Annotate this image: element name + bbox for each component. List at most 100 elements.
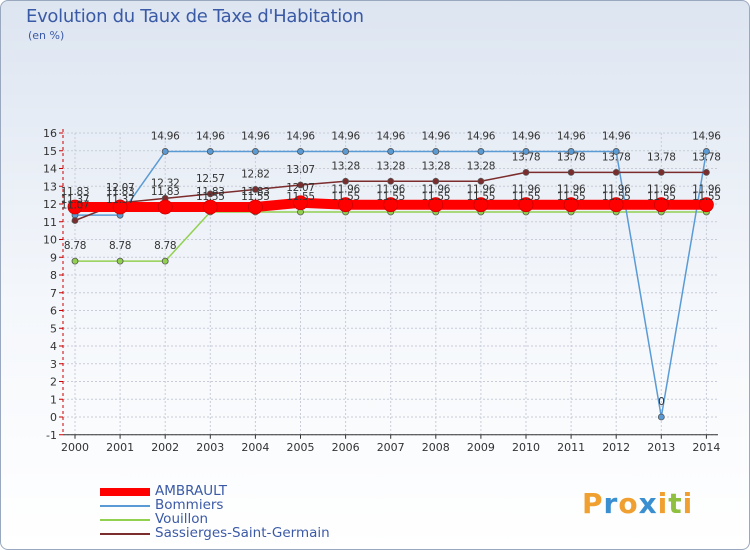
legend-swatch-bommiers: [100, 505, 150, 507]
data-label: 11.55: [692, 191, 721, 203]
data-point: [432, 148, 440, 155]
data-point: [518, 197, 534, 213]
data-label: 11.37: [61, 194, 90, 206]
chart-title: Evolution du Taux de Taxe d'Habitation: [26, 6, 364, 27]
data-point: [473, 197, 489, 213]
data-label: 12.07: [106, 182, 135, 194]
logo-letter: P: [582, 487, 604, 520]
data-label: 11.96: [692, 184, 721, 196]
data-label: 12.32: [151, 177, 180, 189]
data-label: 11.55: [602, 191, 631, 203]
x-tick-label: 2008: [422, 441, 450, 454]
legend-label-ambrault: AMBRAULT: [155, 483, 228, 499]
y-tick-label: 11: [43, 216, 57, 229]
data-point: [161, 148, 169, 155]
data-label: 11.83: [151, 186, 180, 198]
legend-label-vouillon: Vouillon: [155, 511, 209, 527]
data-point: [71, 217, 79, 224]
x-tick-label: 2002: [151, 441, 179, 454]
data-label: 11.55: [512, 191, 541, 203]
y-tick-label: 7: [50, 287, 57, 300]
data-point: [703, 148, 710, 155]
data-point: [297, 148, 304, 155]
legend-swatch-sassierges: [100, 533, 150, 535]
data-point: [608, 197, 624, 213]
data-label: 14.96: [422, 130, 451, 142]
data-point: [161, 257, 169, 265]
data-label: 13.28: [422, 160, 451, 172]
data-label: 11.96: [422, 184, 451, 196]
data-label: 11.83: [106, 186, 135, 198]
y-tick-label: 6: [50, 305, 57, 318]
data-label: 8.78: [154, 240, 176, 252]
data-label: 8.78: [109, 240, 131, 252]
data-point: [657, 413, 665, 421]
data-label: 12.82: [241, 168, 270, 180]
data-point: [116, 257, 124, 265]
data-point: [703, 169, 710, 176]
legend-label-sassierges: Sassierges-Saint-Germain: [155, 525, 330, 541]
chart-subtitle: (en %): [28, 29, 65, 42]
data-point: [563, 197, 579, 213]
data-label: 11.55: [331, 191, 360, 203]
y-tick-label: 15: [43, 145, 57, 158]
legend-swatch-ambrault: [100, 488, 150, 496]
y-tick-label: 13: [43, 180, 57, 193]
data-point: [293, 195, 308, 211]
data-point: [297, 181, 304, 189]
x-tick-label: 2004: [241, 441, 269, 454]
data-point: [112, 199, 128, 215]
data-label: 14.96: [196, 130, 225, 142]
data-label: 13.78: [557, 151, 586, 163]
data-label: 11.55: [286, 191, 315, 203]
data-label: 14.96: [602, 130, 631, 142]
data-point: [657, 169, 665, 176]
data-point: [567, 169, 575, 176]
data-point: [251, 186, 259, 193]
data-point: [202, 199, 218, 215]
data-point: [522, 148, 530, 155]
proxiti-logo: Proxiti: [582, 487, 693, 520]
y-tick-label: 3: [50, 358, 57, 371]
logo-letter: o: [618, 487, 639, 520]
data-label: 11.55: [467, 191, 496, 203]
logo-letter: r: [603, 487, 619, 520]
y-tick-label: 16: [43, 127, 57, 140]
data-point: [251, 148, 259, 155]
data-point: [477, 177, 485, 185]
data-label: 13.78: [602, 151, 631, 163]
data-label: 11.55: [647, 191, 676, 203]
data-point: [699, 197, 714, 213]
x-tick-label: 2009: [467, 441, 495, 454]
x-tick-label: 2000: [61, 441, 89, 454]
data-point: [567, 148, 575, 155]
data-label: 13.28: [331, 160, 360, 172]
y-tick-label: 5: [50, 322, 57, 335]
logo-letter: t: [668, 487, 683, 520]
data-label: 13.78: [692, 151, 721, 163]
data-label: 11.96: [602, 184, 631, 196]
data-label: 0: [658, 396, 664, 408]
data-label: 11.83: [61, 186, 90, 198]
data-label: 14.96: [376, 130, 405, 142]
data-label: 13.28: [376, 160, 405, 172]
y-tick-label: 14: [43, 163, 57, 176]
data-label: 11.96: [647, 184, 676, 196]
x-tick-label: 2006: [332, 441, 360, 454]
y-tick-label: 9: [50, 251, 57, 264]
data-point: [522, 169, 530, 176]
data-point: [247, 199, 263, 215]
data-point: [71, 257, 79, 265]
data-label: 12.57: [196, 173, 225, 185]
data-point: [206, 190, 214, 198]
data-label: 11.96: [512, 184, 541, 196]
data-label: 11.83: [196, 186, 225, 198]
data-label: 11.37: [106, 194, 135, 206]
data-point: [67, 199, 83, 215]
data-point: [612, 148, 620, 155]
data-label: 11.55: [422, 191, 451, 203]
data-label: 11.96: [376, 184, 405, 196]
data-point: [432, 177, 440, 185]
data-label: 11.55: [376, 191, 405, 203]
